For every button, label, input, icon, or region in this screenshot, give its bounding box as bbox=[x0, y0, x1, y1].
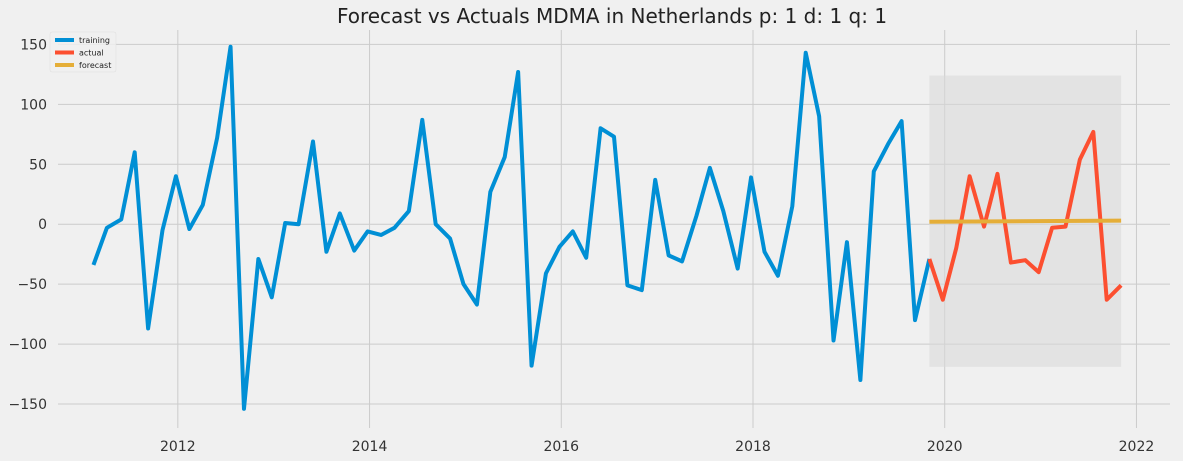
x-tick-label: 2012 bbox=[160, 439, 196, 455]
training-series-line bbox=[91, 44, 932, 411]
x-axis: 2012 2014 2016 2018 2020 2022 bbox=[160, 439, 1154, 455]
y-tick-label: 50 bbox=[29, 157, 47, 173]
chart-title: Forecast vs Actuals MDMA in Netherlands … bbox=[337, 4, 887, 28]
y-tick-label: 150 bbox=[20, 37, 47, 53]
legend-label-actual: actual bbox=[79, 49, 104, 58]
series-layer bbox=[91, 44, 1123, 411]
forecast-series-line bbox=[929, 218, 1122, 224]
actual-series-line bbox=[927, 129, 1123, 302]
x-tick-label: 2022 bbox=[1119, 439, 1155, 455]
x-tick-label: 2018 bbox=[735, 439, 771, 455]
x-tick-label: 2016 bbox=[543, 439, 579, 455]
x-tick-label: 2020 bbox=[927, 439, 963, 455]
y-tick-label: −100 bbox=[9, 337, 47, 353]
legend: training actual forecast bbox=[49, 31, 117, 73]
legend-label-forecast: forecast bbox=[79, 61, 111, 70]
y-tick-label: −50 bbox=[17, 277, 47, 293]
y-axis: −150 −100 −50 0 50 100 150 bbox=[9, 37, 47, 413]
y-tick-label: 0 bbox=[38, 217, 47, 233]
legend-label-training: training bbox=[79, 36, 110, 45]
y-tick-label: −150 bbox=[9, 397, 47, 413]
y-tick-label: 100 bbox=[20, 97, 47, 113]
x-tick-label: 2014 bbox=[352, 439, 388, 455]
